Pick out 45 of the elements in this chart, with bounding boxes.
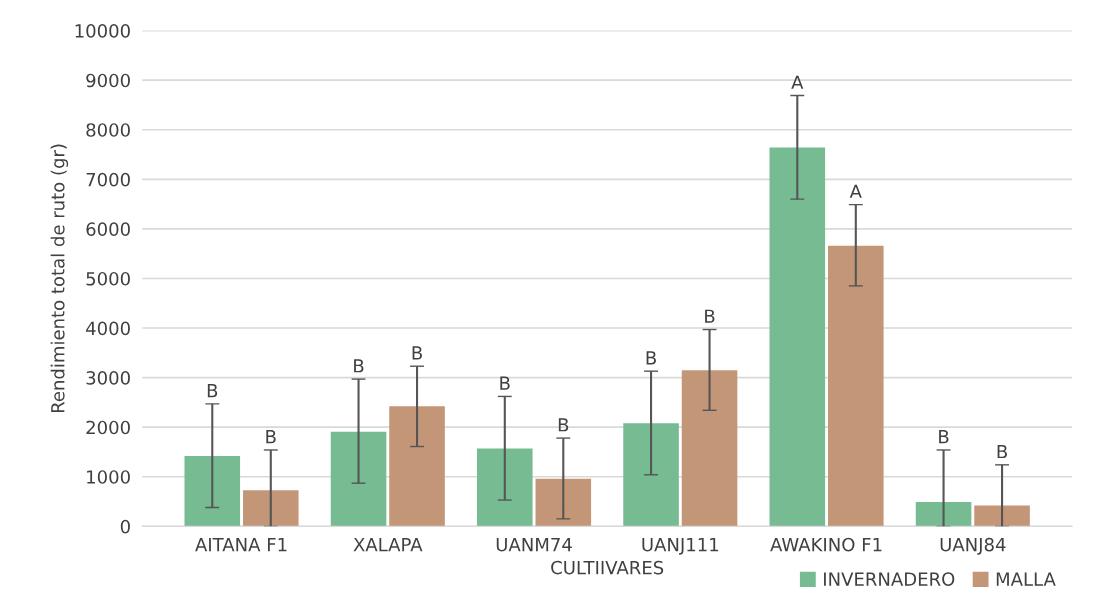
annotation: B xyxy=(705,309,715,323)
annotation: B xyxy=(207,383,218,398)
y-tick-label: 7000 xyxy=(86,172,130,187)
bar xyxy=(242,490,299,527)
y-tick-label: 5000 xyxy=(86,271,130,286)
x-tick-label: AITANA F1 xyxy=(195,537,287,552)
bar xyxy=(477,448,533,527)
x-tick-label: UANJ84 xyxy=(940,537,1006,555)
annotation: A xyxy=(791,75,804,89)
y-tick-label: 10000 xyxy=(75,24,130,38)
bar xyxy=(915,502,972,527)
legend-label: INVERNADERO xyxy=(824,572,955,586)
annotation: B xyxy=(558,418,569,432)
x-tick-label: UANM74 xyxy=(496,537,572,552)
x-tick-label: UANJ111 xyxy=(642,537,719,555)
bar xyxy=(535,478,592,527)
annotation: B xyxy=(646,351,656,365)
bar xyxy=(184,455,241,527)
bar xyxy=(681,370,738,527)
y-tick-label: 2000 xyxy=(86,420,130,435)
y-tick-label: 3000 xyxy=(86,371,130,385)
x-tick-label: AWAKINO F1 xyxy=(770,537,882,552)
bar xyxy=(623,423,679,527)
annotation: B xyxy=(997,444,1007,459)
annotation: B xyxy=(412,346,422,360)
annotation: B xyxy=(266,430,276,444)
y-tick-label: 0 xyxy=(120,519,130,534)
y-tick-label: 4000 xyxy=(86,321,130,336)
bar xyxy=(389,406,445,527)
y-tick-label: 6000 xyxy=(86,222,130,236)
y-tick-label: 1000 xyxy=(87,470,130,484)
y-axis-title: Rendimiento total de ruto (gr) xyxy=(50,144,69,413)
bar xyxy=(330,431,387,527)
annotation: B xyxy=(354,359,364,373)
annotation: B xyxy=(500,376,510,390)
bar xyxy=(769,147,826,527)
bar xyxy=(974,505,1030,527)
annotation: B xyxy=(939,430,949,444)
y-tick-label: 9000 xyxy=(86,73,130,88)
x-tick-label: XALAPA xyxy=(353,537,423,552)
annotation: A xyxy=(849,184,862,198)
bar xyxy=(828,245,884,527)
x-axis-title: CULTIIVARES xyxy=(551,560,664,575)
y-tick-label: 8000 xyxy=(86,123,130,137)
legend-label: MALLA xyxy=(996,572,1056,586)
